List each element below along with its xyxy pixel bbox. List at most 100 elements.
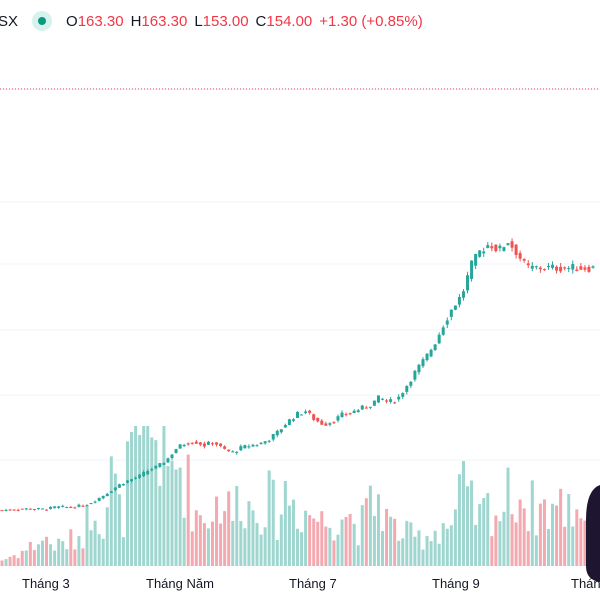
volume-bar <box>4 559 8 566</box>
candle-body <box>372 400 376 406</box>
candle-body <box>348 413 352 415</box>
volume-bar <box>138 435 142 566</box>
candle-body <box>166 458 170 463</box>
volume-bar <box>551 503 555 566</box>
candle-body <box>409 381 413 386</box>
candle-body <box>154 465 158 469</box>
candle-body <box>28 508 32 510</box>
volume-bar <box>77 536 81 566</box>
volume-bar <box>223 511 227 566</box>
volume-bar <box>506 467 510 566</box>
high-value: 163.30 <box>141 12 188 30</box>
volume-bar <box>389 516 393 566</box>
candle-body <box>328 423 332 425</box>
volume-bar <box>73 549 77 566</box>
volume-bar <box>441 523 445 566</box>
volume-bar <box>364 498 368 566</box>
volume-bar <box>190 531 194 566</box>
volume-bar <box>150 437 154 566</box>
candle-body <box>494 244 498 252</box>
candle-body <box>563 267 567 269</box>
volume-bar <box>348 513 352 566</box>
volume-bar <box>312 518 316 566</box>
candle-body <box>381 398 385 400</box>
candle-body <box>12 509 16 511</box>
candle-body <box>559 266 563 272</box>
volume-bar <box>170 460 174 566</box>
candle-body <box>368 406 372 408</box>
candle-body <box>397 396 401 400</box>
candle-body <box>320 420 324 425</box>
volume-bar <box>49 544 53 566</box>
volume-bar <box>235 486 239 566</box>
candle-body <box>117 484 121 488</box>
candle-body <box>198 442 202 445</box>
volume-bar <box>154 440 158 566</box>
candle-body <box>332 422 336 424</box>
candle-body <box>449 309 453 317</box>
market-status-icon[interactable] <box>32 11 53 31</box>
volume-bar <box>186 454 190 566</box>
candle-body <box>356 410 360 413</box>
candle-body <box>352 410 356 413</box>
volume-bar <box>231 520 235 566</box>
volume-bar <box>368 485 372 566</box>
candle-body <box>567 267 571 269</box>
candle-body <box>235 451 239 453</box>
volume-bar <box>174 469 178 566</box>
volume-bar <box>243 528 247 566</box>
volume-bar <box>65 549 69 566</box>
volume-bar <box>166 465 170 566</box>
candle-body <box>61 505 65 507</box>
volume-bar <box>421 549 425 566</box>
volume-bar <box>433 530 437 566</box>
candle-body <box>77 504 81 507</box>
candle-body <box>287 419 291 425</box>
volume-bar <box>538 503 542 566</box>
volume-bar <box>401 538 405 566</box>
volume-bar <box>502 511 506 566</box>
candle-body <box>304 411 308 414</box>
volume-bar <box>494 515 498 566</box>
volume-bar <box>453 509 457 566</box>
volume-bar <box>514 522 518 566</box>
volume-bar <box>210 521 214 566</box>
candle-body <box>93 501 97 503</box>
candle-body <box>530 265 534 269</box>
candle-body <box>482 251 486 254</box>
time-axis[interactable]: Tháng 3 Tháng Năm Tháng 7 Tháng 9 Tháng <box>22 576 600 591</box>
candle-body <box>247 446 251 448</box>
candle-body <box>275 430 279 436</box>
volume-bar <box>101 538 105 566</box>
candle-body <box>538 267 542 270</box>
volume-bar <box>202 523 206 566</box>
volume-bar <box>510 514 514 566</box>
volume-bar <box>146 426 150 566</box>
volume-bar <box>53 550 57 566</box>
volume-bar <box>61 541 65 566</box>
candle-body <box>85 505 89 507</box>
volume-bar <box>449 525 453 566</box>
candle-body <box>178 444 182 449</box>
candle-body <box>296 412 300 418</box>
volume-bar <box>498 521 502 566</box>
candle-body <box>231 451 235 453</box>
volume-bar <box>206 528 210 566</box>
volume-bar <box>275 540 279 566</box>
candle-body <box>210 443 214 445</box>
candle-body <box>441 327 445 335</box>
low-value: 153.00 <box>202 12 249 30</box>
volume-bar <box>360 505 364 566</box>
candle-body <box>239 446 243 451</box>
candle-body <box>138 474 142 478</box>
candle-body <box>291 419 295 421</box>
volume-bar <box>563 526 567 566</box>
candle-body <box>555 266 559 271</box>
volume-bar <box>263 527 267 566</box>
volume-bar <box>296 528 300 566</box>
volume-bar <box>247 501 251 566</box>
candle-body <box>271 433 275 440</box>
volume-bar <box>215 496 219 566</box>
volume-bar <box>583 520 587 566</box>
